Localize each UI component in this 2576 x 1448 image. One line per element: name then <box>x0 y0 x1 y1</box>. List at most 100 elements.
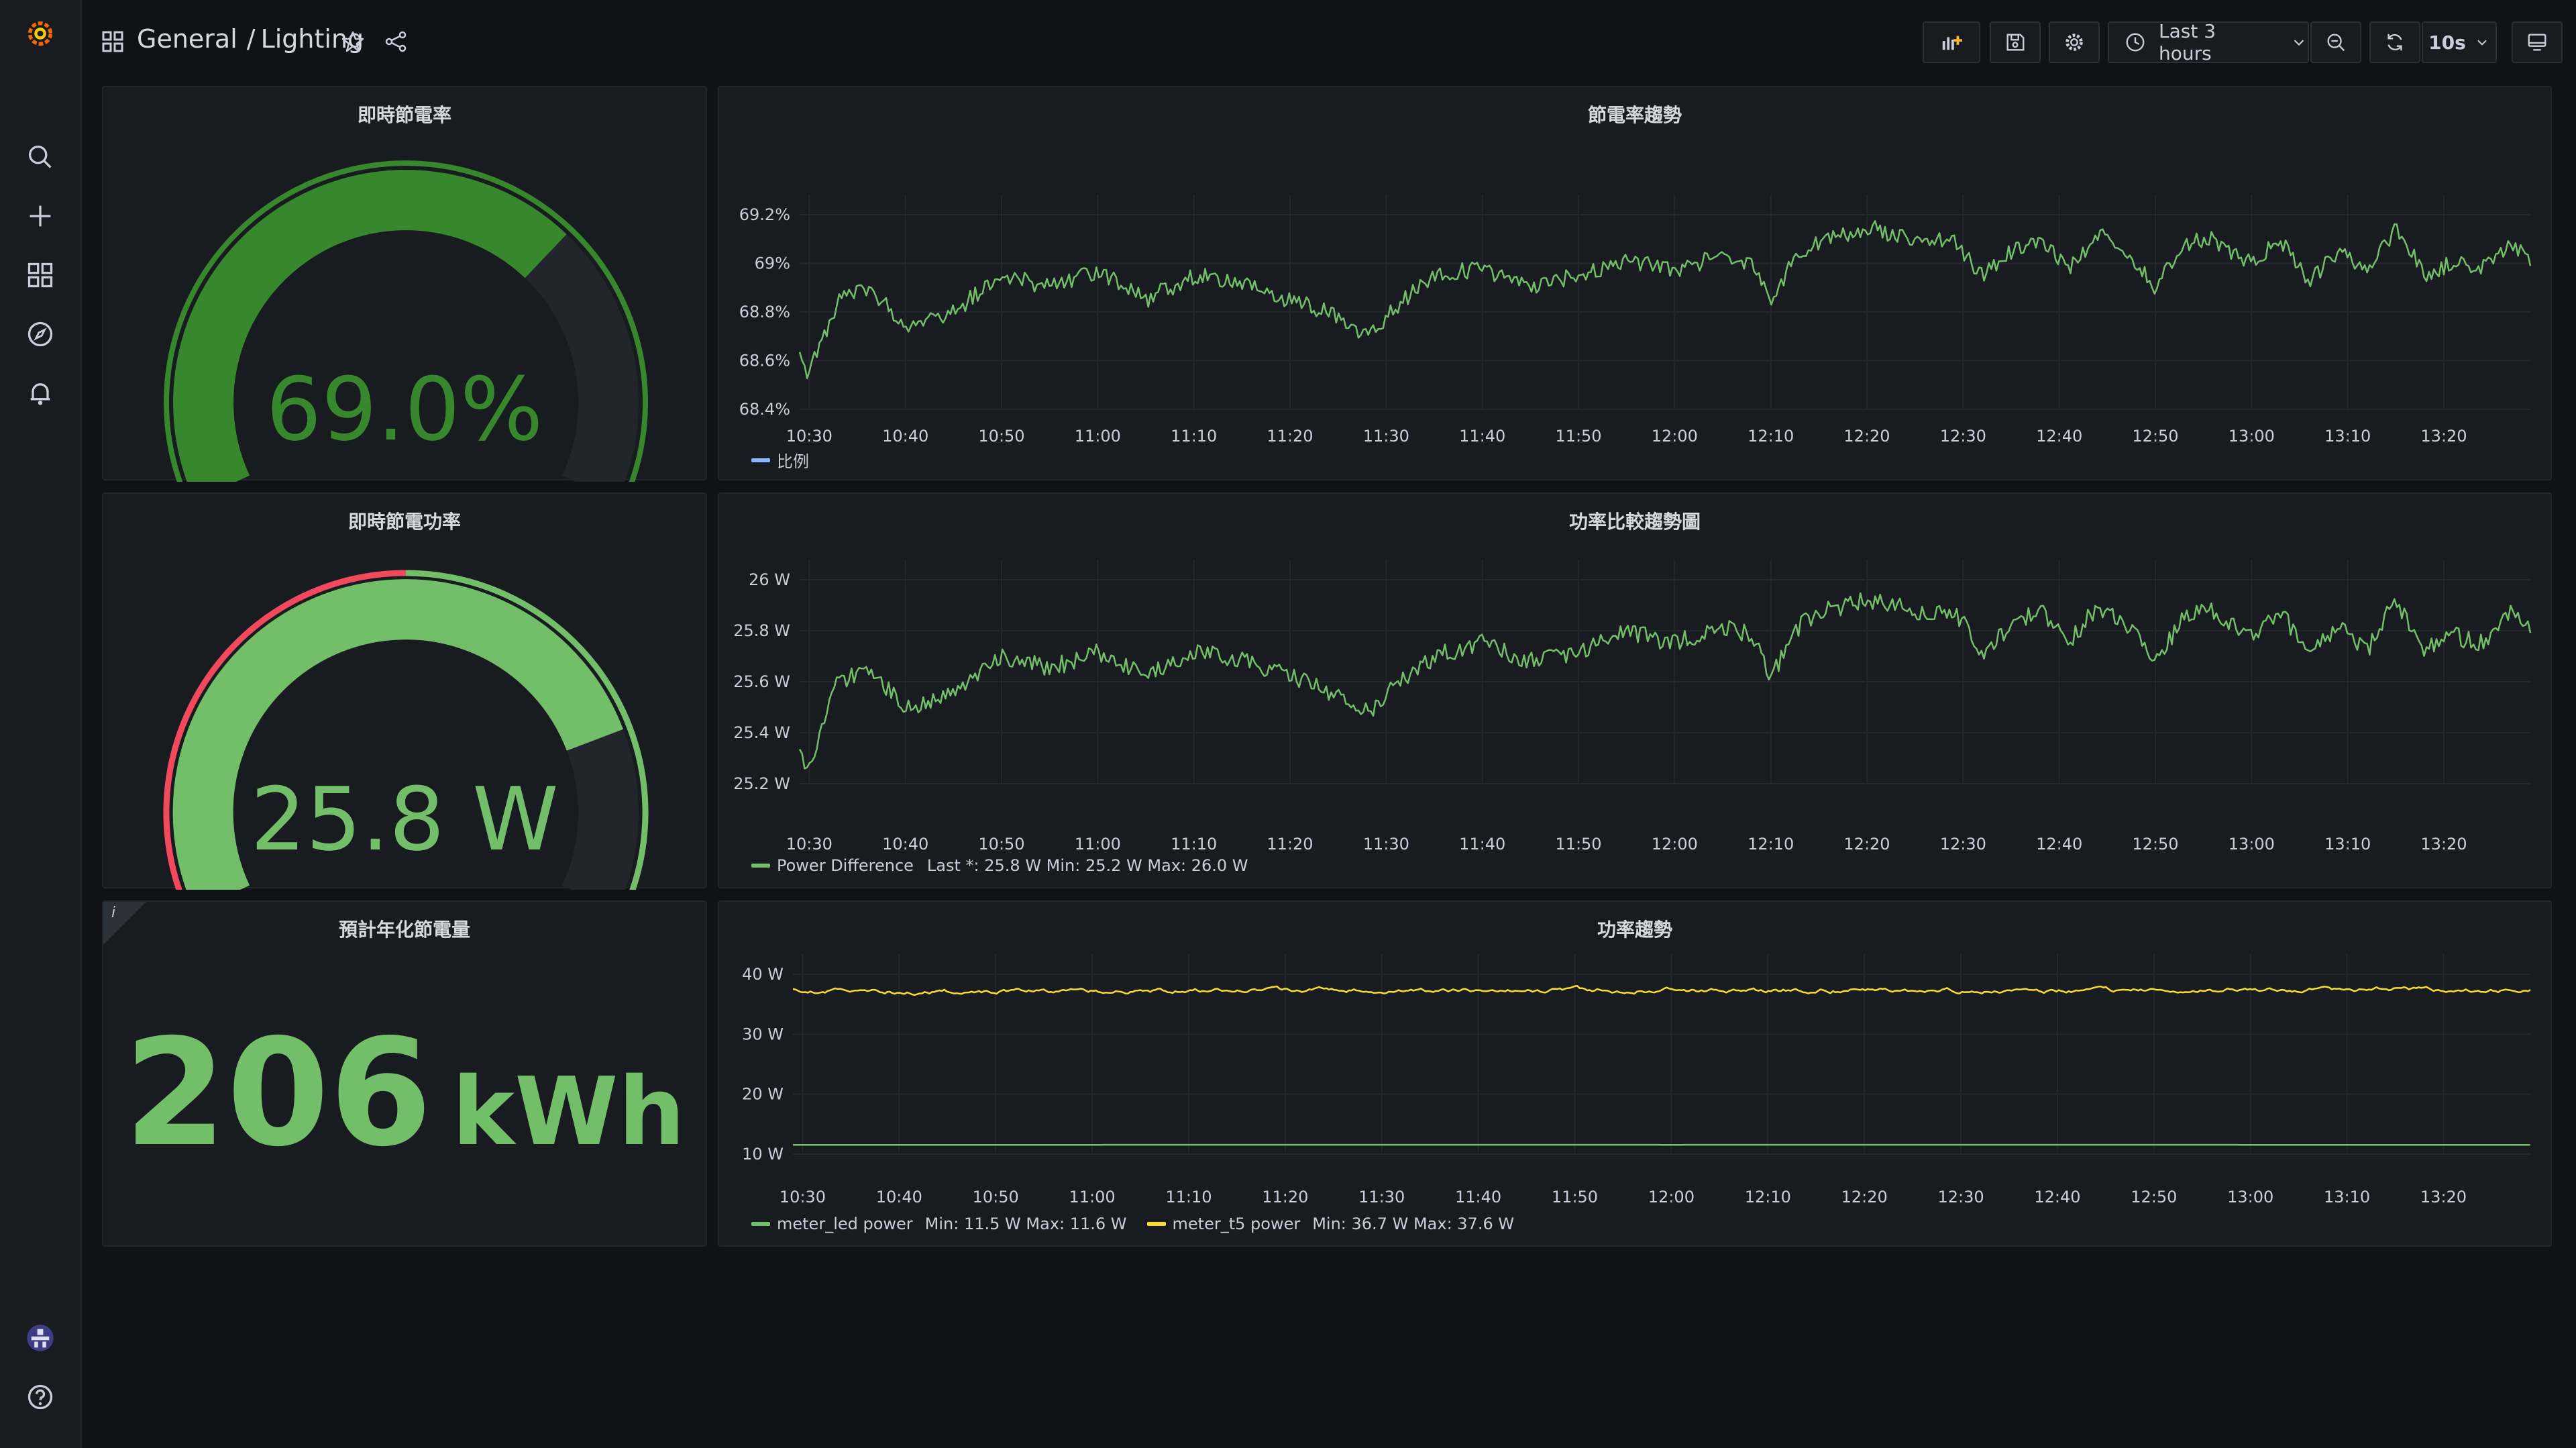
x-tick-label: 11:30 <box>1363 427 1409 446</box>
chevron-down-icon <box>2294 40 2304 46</box>
y-tick-label: 25.8 W <box>733 621 790 640</box>
y-tick-label: 10 W <box>742 1145 784 1163</box>
x-tick-label: 12:10 <box>1748 427 1794 446</box>
refresh-button[interactable] <box>2369 21 2420 63</box>
panel-gauge-power[interactable]: 即時節電功率 25.8 W <box>102 493 707 890</box>
x-tick-label: 13:20 <box>2420 427 2467 446</box>
legend-series-stats: Min: 11.5 W Max: 11.6 W <box>924 1214 1127 1233</box>
x-tick-label: 12:50 <box>2132 835 2178 854</box>
x-tick-label: 13:10 <box>2324 427 2371 446</box>
panel-stat-annual[interactable]: i 預計年化節電量 206 kWh <box>102 900 707 1247</box>
top-navbar: General / Lighting Last 3 hours 10s <box>80 0 2576 83</box>
panel-title[interactable]: 預計年化節電量 <box>338 919 470 941</box>
dashboard-settings-button[interactable] <box>2049 21 2100 63</box>
x-tick-label: 12:30 <box>1937 1188 1984 1206</box>
x-tick-label: 12:40 <box>2034 1188 2080 1206</box>
add-panel-button[interactable] <box>1923 21 1980 63</box>
panel-title[interactable]: 功率趨勢 <box>1597 919 1672 941</box>
x-tick-label: 12:00 <box>1648 1188 1695 1206</box>
y-tick-label: 20 W <box>742 1085 784 1104</box>
legend-series-name[interactable]: Power Difference <box>777 856 914 875</box>
x-tick-label: 13:00 <box>2229 835 2275 854</box>
panel-rate-trend[interactable]: 節電率趨勢 68.4% 68.6% 68.8% 69% 69.2% 10:30 10:40 1… <box>718 86 2552 480</box>
legend-series-stats: Last *: 25.8 W Min: 25.2 W Max: 26.0 W <box>926 856 1248 875</box>
x-tick-label: 13:20 <box>2420 1188 2467 1206</box>
series-line[interactable] <box>792 985 2531 996</box>
clock-icon <box>2126 33 2145 52</box>
y-tick-label: 26 W <box>749 570 790 589</box>
x-tick-label: 11:40 <box>1459 427 1505 446</box>
x-tick-label: 12:40 <box>2036 427 2082 446</box>
gauge-threshold-red <box>163 570 407 890</box>
time-range-label: Last 3 hours <box>2159 20 2216 64</box>
y-tick-label: 68.4% <box>739 400 790 419</box>
panel-title[interactable]: 功率比較趨勢圖 <box>1568 511 1701 533</box>
share-icon[interactable] <box>384 30 408 54</box>
legend-swatch <box>751 1222 770 1226</box>
y-tick-label: 25.2 W <box>733 774 790 793</box>
panel-info-corner[interactable] <box>103 902 146 945</box>
x-tick-label: 11:30 <box>1363 835 1409 854</box>
y-tick-label: 25.4 W <box>733 723 790 742</box>
gauge-threshold-green <box>405 570 649 890</box>
panel-power-compare[interactable]: 功率比較趨勢圖 25.2 W 25.4 W 25.6 W 25.8 W 26 W 10:3… <box>718 493 2552 888</box>
stat-value: 206 kWh <box>103 1019 706 1167</box>
y-tick-label: 69.2% <box>739 205 790 224</box>
x-tick-label: 11:00 <box>1075 427 1121 446</box>
zoom-out-button[interactable] <box>2310 21 2361 63</box>
x-tick-label: 12:20 <box>1843 835 1890 854</box>
time-range-picker[interactable]: Last 3 hours <box>2108 20 2309 64</box>
x-tick-label: 13:00 <box>2227 1188 2273 1206</box>
gauge-value: 25.8 W <box>250 768 559 870</box>
info-icon[interactable]: i <box>111 904 116 921</box>
star-icon[interactable] <box>341 30 365 54</box>
panel-title[interactable]: 即時節電率 <box>357 104 451 126</box>
breadcrumb-folder[interactable]: General <box>137 24 237 54</box>
x-tick-label: 13:20 <box>2420 835 2467 854</box>
x-tick-label: 12:10 <box>1748 835 1794 854</box>
refresh-interval-picker[interactable]: 10s <box>2422 21 2497 63</box>
dashboards-icon[interactable] <box>24 259 56 291</box>
bell-icon[interactable] <box>24 377 56 409</box>
panel-gauge-rate[interactable]: 即時節電率 69.0% <box>102 86 707 482</box>
help-icon[interactable] <box>24 1381 56 1413</box>
legend-swatch <box>751 864 770 868</box>
x-tick-label: 11:20 <box>1262 1188 1308 1206</box>
x-tick-label: 11:20 <box>1267 427 1313 446</box>
x-tick-label: 12:50 <box>2131 1188 2177 1206</box>
breadcrumb-separator: / <box>246 24 256 54</box>
save-icon <box>2006 34 2025 51</box>
legend-series-name[interactable]: 比例 <box>777 452 809 471</box>
panel-power-trend[interactable]: 功率趨勢 10 W 20 W 30 W 40 W 10:30 10:40 10:50 11:0… <box>718 900 2552 1247</box>
series-line[interactable] <box>798 220 2532 380</box>
x-tick-label: 12:40 <box>2036 835 2082 854</box>
dashboard-grid-icon <box>101 30 125 54</box>
save-dashboard-button[interactable] <box>1990 21 2041 63</box>
legend-swatch <box>1146 1222 1166 1226</box>
series-line[interactable] <box>798 592 2532 770</box>
gauge-value-arc <box>173 170 567 482</box>
legend-series-name[interactable]: meter_led power <box>777 1214 913 1233</box>
chevron-down-icon <box>2477 40 2487 46</box>
legend-swatch <box>751 458 770 462</box>
gauge-power-chart <box>163 570 649 890</box>
compass-icon[interactable] <box>24 318 56 350</box>
search-icon[interactable] <box>24 141 56 173</box>
y-tick-label: 68.6% <box>739 352 790 370</box>
gauge-value-arc <box>172 579 623 890</box>
legend-series-stats: Min: 36.7 W Max: 37.6 W <box>1312 1214 1515 1233</box>
user-avatar-icon[interactable] <box>24 1322 56 1354</box>
x-tick-label: 10:40 <box>882 427 928 446</box>
legend-series-name[interactable]: meter_t5 power <box>1172 1214 1301 1233</box>
panel-title[interactable]: 節電率趨勢 <box>1587 104 1682 126</box>
x-tick-label: 12:30 <box>1940 835 1986 854</box>
sidebar <box>0 0 82 1448</box>
y-tick-label: 30 W <box>742 1025 784 1043</box>
panel-title[interactable]: 即時節電功率 <box>347 511 461 533</box>
plus-icon[interactable] <box>24 200 56 232</box>
grafana-logo-icon[interactable] <box>24 17 56 50</box>
x-tick-label: 12:10 <box>1745 1188 1791 1206</box>
tv-mode-button[interactable] <box>2512 21 2563 63</box>
x-tick-label: 11:50 <box>1555 835 1601 854</box>
x-tick-label: 11:40 <box>1455 1188 1501 1206</box>
